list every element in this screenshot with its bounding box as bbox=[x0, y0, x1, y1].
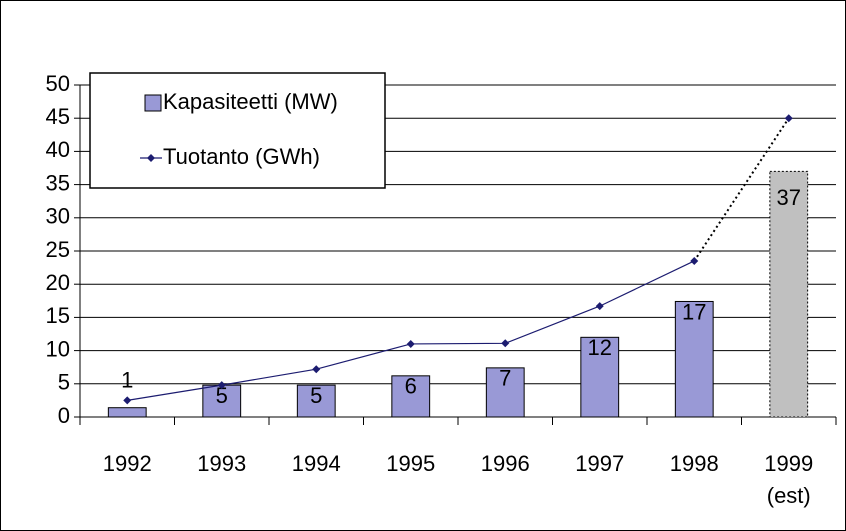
data-label: 37 bbox=[777, 185, 801, 210]
legend-swatch bbox=[144, 94, 162, 112]
data-label: 5 bbox=[216, 383, 228, 408]
bar bbox=[296, 384, 336, 418]
marker bbox=[312, 365, 321, 374]
bar bbox=[485, 367, 525, 418]
marker bbox=[784, 114, 793, 123]
y-tick-label: 20 bbox=[46, 270, 70, 295]
data-label: 12 bbox=[588, 335, 612, 360]
y-tick-label: 0 bbox=[58, 403, 70, 428]
bar bbox=[674, 300, 714, 418]
data-label: 6 bbox=[405, 374, 417, 399]
y-tick-label: 40 bbox=[46, 137, 70, 162]
x-tick-label: 1993 bbox=[197, 451, 246, 476]
legend-label: Kapasiteetti (MW) bbox=[163, 89, 338, 114]
legend-marker bbox=[147, 154, 155, 162]
marker bbox=[123, 396, 132, 405]
x-tick-label: 1998 bbox=[670, 451, 719, 476]
x-tick-label: 1992 bbox=[103, 451, 152, 476]
data-label: 17 bbox=[682, 299, 706, 324]
y-tick-label: 5 bbox=[58, 370, 70, 395]
y-tick-label: 25 bbox=[46, 237, 70, 262]
y-tick-label: 45 bbox=[46, 104, 70, 129]
marker bbox=[595, 302, 604, 311]
bar bbox=[107, 407, 147, 418]
x-tick-label: 1995 bbox=[386, 451, 435, 476]
y-tick-label: 50 bbox=[46, 71, 70, 96]
bar bbox=[202, 384, 242, 418]
marker bbox=[690, 256, 699, 265]
data-label: 5 bbox=[310, 383, 322, 408]
bar bbox=[769, 170, 809, 418]
x-tick-label: 1997 bbox=[575, 451, 624, 476]
y-tick-label: 15 bbox=[46, 303, 70, 328]
x-tick-label: 1999 (est) bbox=[764, 451, 813, 508]
y-tick-label: 10 bbox=[46, 336, 70, 361]
line-estimate bbox=[693, 117, 790, 262]
x-tick-label: 1994 bbox=[292, 451, 341, 476]
data-label: 1 bbox=[121, 368, 133, 393]
legend-label: Tuotanto (GWh) bbox=[163, 144, 320, 169]
data-label: 7 bbox=[499, 366, 511, 391]
bar bbox=[580, 336, 620, 418]
marker bbox=[501, 339, 510, 348]
marker bbox=[406, 339, 415, 348]
marker bbox=[217, 381, 226, 390]
legend-box bbox=[89, 72, 386, 189]
bar bbox=[391, 375, 431, 418]
y-tick-label: 30 bbox=[46, 204, 70, 229]
y-tick-label: 35 bbox=[46, 170, 70, 195]
x-tick-label: 1996 bbox=[481, 451, 530, 476]
